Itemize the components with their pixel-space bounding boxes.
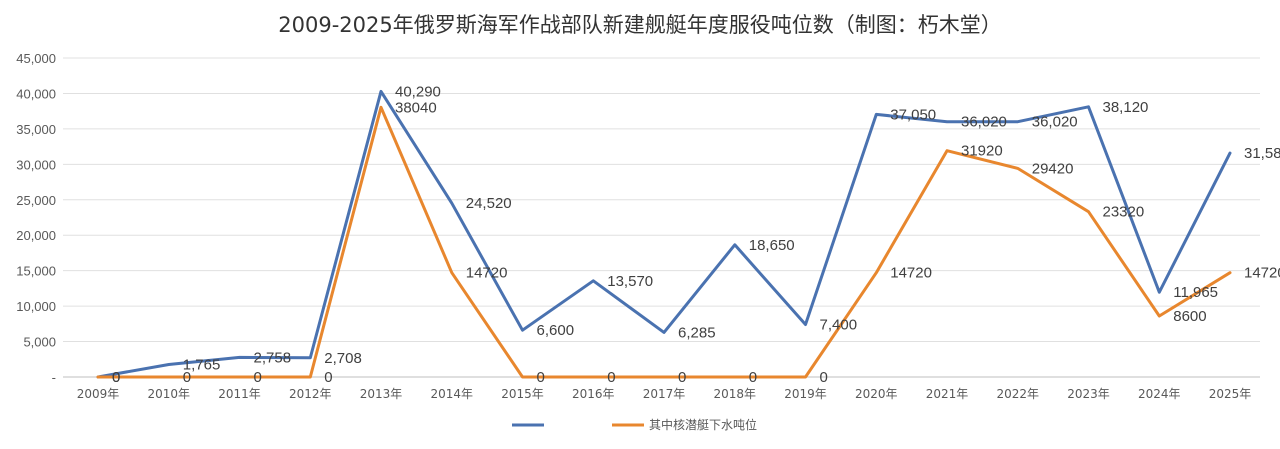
data-label-1: 0 (112, 369, 120, 386)
legend-label-2: 其中核潜艇下水吨位 (649, 417, 757, 432)
x-tick-label: 2025年 (1209, 387, 1252, 401)
data-label-1: 2,708 (324, 350, 362, 367)
x-tick-label: 2015年 (501, 387, 544, 401)
data-label-2: 0 (112, 369, 120, 386)
data-label-1: 24,520 (466, 195, 512, 212)
x-tick-label: 2012年 (289, 387, 332, 401)
data-label-2: 38040 (395, 99, 437, 116)
gridlines (63, 57, 1260, 378)
series-line-2 (96, 105, 1232, 379)
data-label-1: 13,570 (607, 273, 653, 290)
data-label-2: 14720 (1244, 265, 1280, 282)
y-tick-label: - (52, 370, 56, 385)
y-tick-label: 10,000 (16, 299, 56, 314)
data-label-2: 8600 (1173, 308, 1206, 325)
data-label-2: 0 (678, 369, 686, 386)
data-label-1: 38,120 (1103, 99, 1149, 116)
data-label-2: 0 (183, 369, 191, 386)
x-tick-label: 2016年 (572, 387, 615, 401)
x-tick-label: 2023年 (1067, 387, 1110, 401)
x-tick-label: 2020年 (855, 387, 898, 401)
x-tick-label: 2013年 (360, 387, 403, 401)
data-label-1: 37,050 (890, 106, 936, 123)
data-label-2: 0 (607, 369, 615, 386)
x-tick-label: 2021年 (926, 387, 969, 401)
x-tick-label: 2017年 (643, 387, 686, 401)
x-tick-label: 2019年 (784, 387, 827, 401)
data-label-1: 1,765 (183, 356, 221, 373)
x-tick-label: 2024年 (1138, 387, 1181, 401)
y-tick-label: 40,000 (16, 86, 56, 101)
y-axis: - 5,000 10,000 15,000 20,000 25,000 30,000 35,0… (16, 51, 56, 385)
data-label-1: 36,020 (1032, 114, 1078, 131)
series-line-1 (96, 89, 1232, 379)
data-label-2: 23320 (1103, 204, 1145, 221)
data-label-1: 40,290 (395, 83, 441, 100)
x-axis: 2009年 2010年 2011年 2012年 2013年 2014年 2015年 2016年… (77, 387, 1252, 401)
legend: 其中核潜艇下水吨位 (512, 417, 757, 432)
data-label-1: 31,585 (1244, 145, 1280, 162)
x-tick-label: 2011年 (218, 387, 261, 401)
x-tick-label: 2022年 (996, 387, 1039, 401)
y-tick-label: 35,000 (16, 122, 56, 137)
x-tick-label: 2010年 (147, 387, 190, 401)
data-label-2: 29420 (1032, 160, 1074, 177)
x-tick-label: 2009年 (77, 387, 120, 401)
y-tick-label: 20,000 (16, 228, 56, 243)
data-label-1: 6,600 (537, 322, 575, 339)
data-label-2: 14720 (890, 265, 932, 282)
data-label-1: 7,400 (820, 317, 858, 334)
data-label-2: 0 (820, 369, 828, 386)
data-label-1: 11,965 (1173, 284, 1218, 301)
data-labels: 01,765 2,758 2,70840,29024,5206,60013,5706… (112, 83, 1280, 386)
data-label-1: 18,650 (749, 237, 795, 254)
y-tick-label: 45,000 (16, 51, 56, 66)
data-label-1: 36,020 (961, 114, 1007, 131)
data-label-2: 0 (254, 369, 262, 386)
x-tick-label: 2014年 (430, 387, 473, 401)
series-lines (96, 89, 1232, 379)
data-label-2: 0 (324, 369, 332, 386)
data-label-2: 0 (537, 369, 545, 386)
y-tick-label: 15,000 (16, 264, 56, 279)
data-label-2: 31920 (961, 143, 1003, 160)
data-label-2: 0 (749, 369, 757, 386)
y-tick-label: 5,000 (23, 335, 56, 350)
data-label-1: 6,285 (678, 324, 716, 341)
data-label-1: 2,758 (254, 349, 292, 366)
x-tick-label: 2018年 (713, 387, 756, 401)
data-label-2: 14720 (466, 265, 508, 282)
y-tick-label: 25,000 (16, 193, 56, 208)
y-tick-label: 30,000 (16, 157, 56, 172)
chart-title: 2009-2025年俄罗斯海军作战部队新建舰艇年度服役吨位数（制图：朽木堂） (278, 13, 1001, 37)
